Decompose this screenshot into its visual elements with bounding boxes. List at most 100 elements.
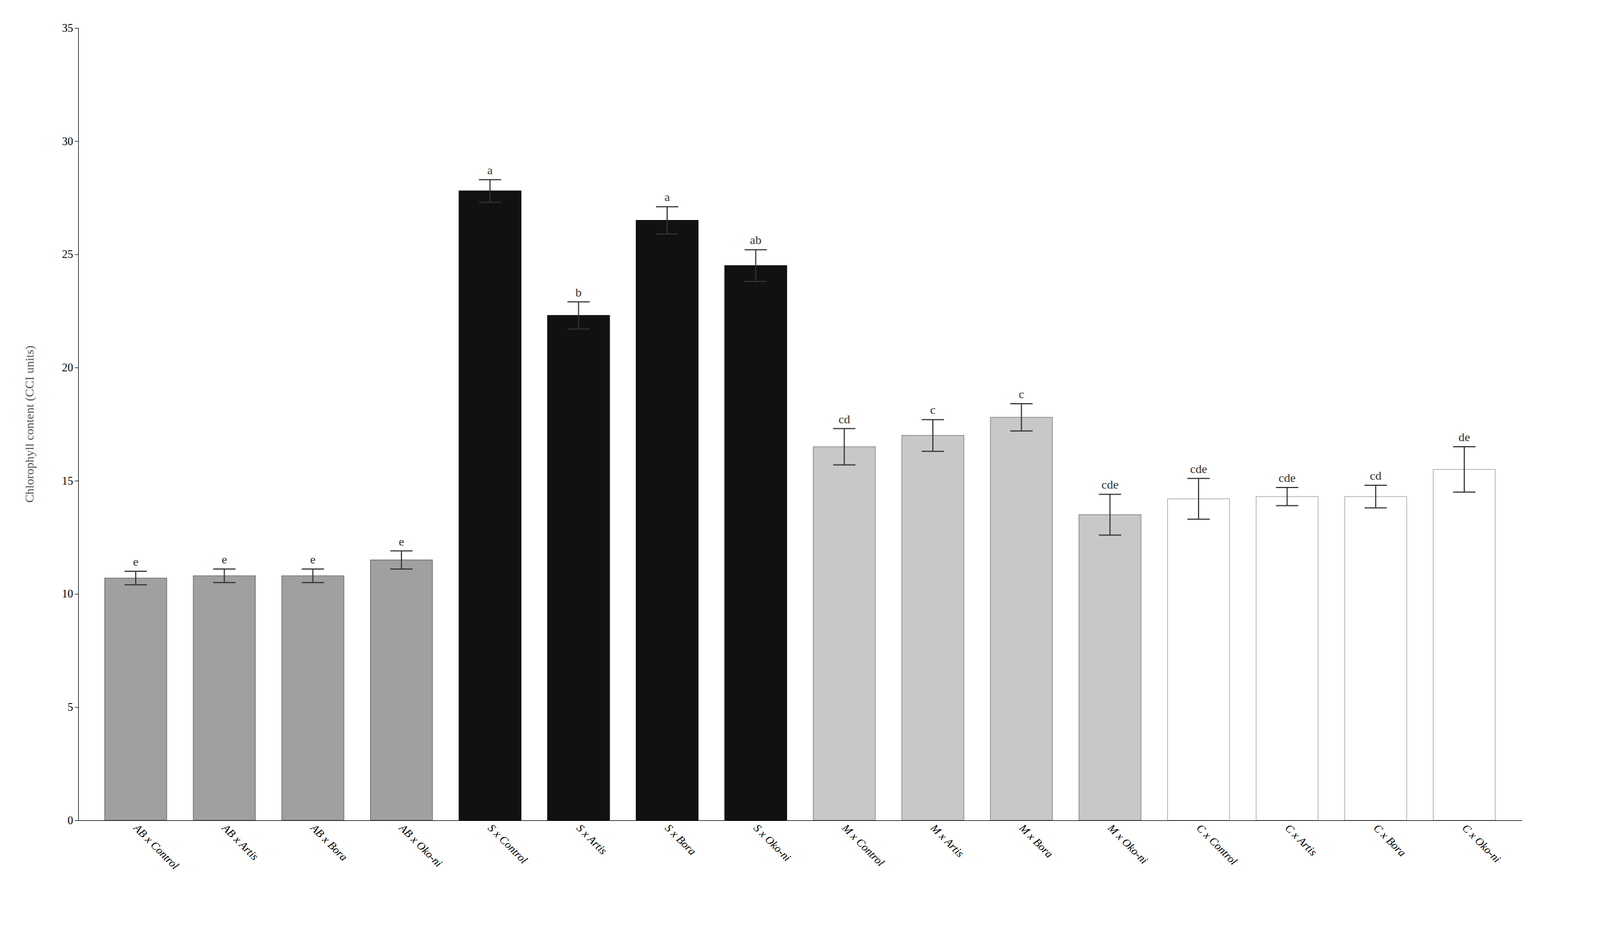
x-tick: M x Bora — [1016, 821, 1056, 861]
y-tick-label: 30 — [61, 135, 74, 148]
x-tick-label: C x Control — [1194, 821, 1240, 867]
error-bar-cap — [478, 179, 502, 181]
error-bar-stem — [1021, 403, 1023, 431]
error-bar — [921, 419, 945, 452]
error-bar-stem — [577, 302, 579, 330]
x-tick-label: AB x Bora — [307, 820, 351, 864]
y-tick: 5 — [67, 700, 79, 713]
x-tick: C x Control — [1194, 821, 1240, 867]
plot: 05101520253035AB x ControlAB x ArtisAB x… — [22, 21, 1523, 872]
error-bar — [124, 571, 147, 585]
error-bar-cap — [1276, 504, 1299, 506]
error-bar-stem — [489, 179, 491, 203]
error-bar — [1187, 478, 1210, 520]
y-tick: 15 — [61, 474, 79, 487]
error-bar — [390, 551, 413, 569]
bar — [193, 575, 256, 821]
error-bar-cap — [124, 570, 147, 572]
bar — [724, 265, 787, 821]
error-bar-cap — [301, 568, 324, 570]
x-tick-label: S x Bora — [662, 821, 699, 857]
annotation: e — [310, 552, 316, 567]
error-bar-cap — [921, 418, 945, 420]
bar — [901, 435, 964, 821]
error-bar — [1098, 494, 1122, 535]
error-bar-cap — [213, 581, 236, 583]
error-bar-cap — [1010, 430, 1033, 432]
y-tick-mark — [74, 820, 79, 821]
annotations: eeeeabaabcdcccdecdecdecdde — [132, 163, 1470, 569]
bar — [1256, 496, 1319, 821]
error-bar-cap — [1187, 518, 1210, 520]
bar — [1344, 496, 1407, 821]
error-bar-stem — [1375, 485, 1377, 509]
annotation: c — [1018, 386, 1025, 401]
error-bar-cap — [390, 568, 413, 570]
error-bar — [832, 428, 856, 466]
chart: 05101520253035AB x ControlAB x ArtisAB x… — [0, 0, 1600, 932]
x-tick: M x Control — [839, 821, 888, 869]
error-bar-cap — [213, 568, 236, 570]
annotation: c — [930, 402, 936, 417]
bar — [1167, 498, 1230, 821]
error-bar-stem — [1286, 487, 1288, 506]
error-bar-stem — [1463, 446, 1465, 492]
x-tick: M x Oko-ni — [1105, 821, 1151, 867]
x-tick: C x Oko-ni — [1459, 821, 1504, 865]
annotation: ab — [749, 232, 762, 247]
error-bar-cap — [390, 550, 413, 552]
x-tick-label: C x Bora — [1371, 821, 1409, 859]
bar — [813, 446, 876, 821]
annotation: de — [1458, 429, 1470, 444]
error-bar-cap — [567, 301, 590, 303]
error-bar-cap — [744, 280, 768, 282]
y-axis-title: Chlorophyll content (CCI units) — [22, 345, 37, 504]
y-tick-mark — [74, 254, 79, 255]
marks — [104, 179, 1496, 821]
error-bar — [655, 206, 679, 234]
error-bar — [1276, 487, 1299, 506]
x-tick: AB x Control — [130, 820, 182, 872]
error-bar — [1453, 446, 1476, 492]
annotation: e — [221, 552, 228, 567]
x-axis: AB x Control AB x Artis AB x Bora AB x Oko-… — [78, 820, 1523, 873]
y-tick-mark — [74, 706, 79, 708]
y-tick: 20 — [61, 361, 79, 374]
error-bar-stem — [755, 249, 757, 282]
error-bar-stem — [1198, 478, 1200, 520]
error-bar-cap — [1098, 493, 1122, 495]
y-tick-label: 5 — [67, 700, 74, 713]
y-tick: 0 — [67, 813, 79, 827]
x-tick-label: M x Artis — [927, 821, 967, 860]
y-tick: 30 — [61, 135, 79, 148]
error-bar-cap — [655, 233, 679, 235]
y-tick-label: 35 — [61, 21, 74, 35]
error-bar-cap — [655, 206, 679, 208]
error-bar — [478, 179, 502, 203]
x-tick: AB x Oko-ni — [396, 820, 445, 870]
x-axis-line — [78, 820, 1523, 821]
x-tick-label: S x Artis — [574, 821, 610, 857]
error-bar — [213, 568, 236, 583]
x-tick: S x Artis — [574, 821, 610, 857]
bar — [1079, 514, 1142, 821]
bar — [104, 577, 167, 821]
x-tick-label: M x Control — [839, 821, 888, 869]
error-bar-cap — [744, 248, 768, 251]
error-bar-cap — [567, 328, 590, 330]
error-bar-cap — [832, 463, 856, 466]
error-bar-cap — [1364, 484, 1387, 486]
bar — [458, 190, 521, 821]
error-bar-cap — [478, 201, 502, 203]
x-tick: S x Oko-ni — [751, 821, 794, 864]
error-bar-cap — [1453, 491, 1476, 493]
x-tick: AB x Artis — [219, 820, 262, 863]
y-tick-label: 10 — [61, 587, 74, 600]
error-bar — [301, 568, 324, 583]
annotation: a — [664, 189, 670, 204]
bar — [370, 559, 433, 821]
error-bar-stem — [312, 568, 314, 583]
error-bar-cap — [1187, 477, 1210, 479]
x-tick-label: M x Oko-ni — [1105, 821, 1151, 867]
y-tick-mark — [74, 593, 79, 595]
